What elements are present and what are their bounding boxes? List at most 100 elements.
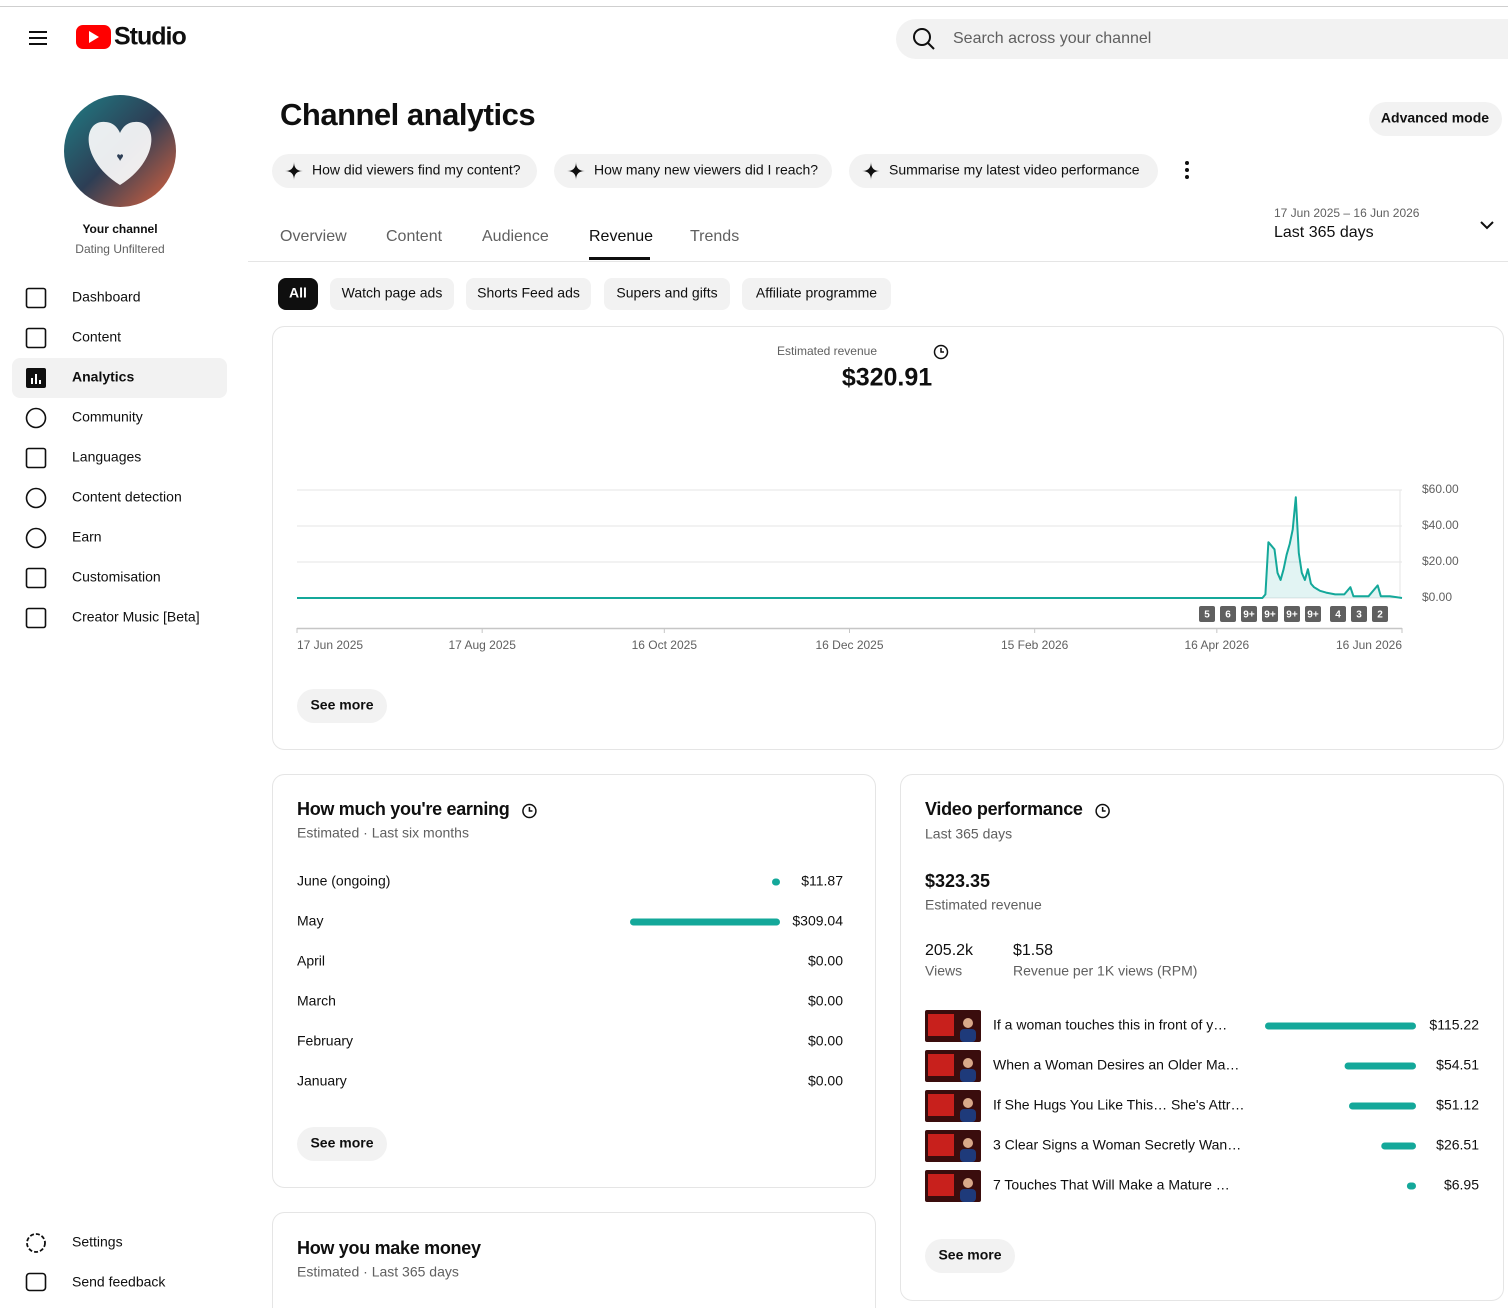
bar-label: If a woman touches this in front of y…	[993, 1017, 1227, 1033]
channel-name: Dating Unfiltered	[75, 242, 164, 256]
nav-icon-bar	[35, 374, 37, 384]
bar-row[interactable]: If She Hugs You Like This… She's Attr… $5…	[925, 1090, 1479, 1122]
thumbnail-text	[928, 1174, 954, 1196]
y-tick-label: $0.00	[1422, 590, 1452, 604]
see-more-button[interactable]: See more	[297, 1127, 387, 1161]
annotation-bg	[1199, 606, 1215, 622]
prompt-chip[interactable]: Summarise my latest video performance	[849, 154, 1158, 188]
annotation-label: 3	[1356, 610, 1362, 621]
thumbnail-person-body	[960, 1109, 976, 1122]
y-tick-label: $60.00	[1422, 482, 1459, 496]
annotation-label: 2	[1377, 610, 1383, 621]
bar-row[interactable]: 7 Touches That Will Make a Mature … $6.95	[925, 1170, 1479, 1202]
annotation-badge[interactable]: 5	[1199, 606, 1215, 622]
date-picker[interactable]: 17 Jun 2025 – 16 Jun 2026 Last 365 days	[1274, 206, 1494, 241]
nav-icon	[25, 567, 47, 589]
tab[interactable]: Overview	[280, 228, 347, 245]
tab-label: Overview	[280, 228, 347, 245]
bar-row: April $0.00	[297, 953, 843, 969]
filter-chip[interactable]: Watch page ads	[330, 278, 454, 310]
bar	[1406, 1182, 1416, 1190]
nav-item[interactable]: Languages	[25, 447, 142, 469]
search-box[interactable]: Search across your channel	[896, 19, 1508, 59]
filter-chip[interactable]: All	[278, 278, 318, 310]
annotation-badge[interactable]: 3	[1351, 606, 1367, 622]
bar-row[interactable]: 3 Clear Signs a Woman Secretly Wan… $26.5…	[925, 1130, 1479, 1162]
annotation-badge[interactable]: 9+	[1262, 606, 1278, 622]
avatar-mark: ♥	[116, 150, 123, 164]
nav-icon	[25, 327, 47, 349]
line-series	[297, 496, 1403, 599]
annotation-bg	[1305, 606, 1321, 622]
nav-item[interactable]: Settings	[26, 1233, 123, 1253]
nav-icon	[25, 607, 47, 629]
channel-label: Your channel	[82, 222, 157, 236]
prompt-label: Summarise my latest video performance	[889, 162, 1140, 178]
tab-label: Trends	[690, 228, 739, 245]
sparkle-icon	[285, 162, 303, 180]
nav-item[interactable]: Earn	[25, 527, 102, 549]
see-more-button[interactable]: See more	[925, 1239, 1015, 1273]
info-icon[interactable]	[1095, 803, 1110, 819]
tab-label: Audience	[482, 228, 549, 245]
sparkle-icon	[567, 162, 585, 180]
prompt-label: How many new viewers did I reach?	[594, 162, 818, 178]
nav-icon	[25, 407, 47, 429]
info-icon-hands	[940, 348, 944, 353]
nav-label: Community	[72, 409, 143, 425]
annotation-label: 9+	[1264, 610, 1276, 621]
annotation-badge[interactable]: 9+	[1305, 606, 1321, 622]
video-total: $323.35	[925, 871, 990, 891]
tab[interactable]: Trends	[690, 228, 739, 245]
nav-item[interactable]: Creator Music [Beta]	[25, 607, 200, 629]
tab[interactable]: Content	[386, 228, 443, 245]
line-area	[297, 497, 1402, 598]
chart-total: $320.91	[842, 364, 932, 392]
nav-item[interactable]: Dashboard	[25, 287, 141, 309]
filter-chip[interactable]: Supers and gifts	[604, 278, 730, 310]
annotation-badge[interactable]: 6	[1220, 606, 1236, 622]
bar-label: 3 Clear Signs a Woman Secretly Wan…	[993, 1137, 1241, 1153]
channel-avatar[interactable]: ♥	[64, 95, 176, 207]
nav-label: Dashboard	[72, 289, 141, 305]
annotation-label: 5	[1204, 610, 1210, 621]
more-button[interactable]	[1185, 161, 1189, 179]
annotation-badge[interactable]: 9+	[1241, 606, 1257, 622]
info-icon[interactable]	[522, 803, 537, 819]
bar	[1265, 1022, 1416, 1030]
nav-item[interactable]: Analytics	[12, 358, 227, 398]
advanced-mode-button[interactable]: Advanced mode	[1369, 102, 1502, 136]
nav-item[interactable]: Content detection	[25, 487, 182, 509]
money-card-subtitle: Estimated · Last 365 days	[297, 1264, 459, 1280]
bar-row[interactable]: When a Woman Desires an Older Ma… $54.51	[925, 1050, 1479, 1082]
annotation-badge[interactable]: 9+	[1284, 606, 1300, 622]
nav-item[interactable]: Content	[25, 327, 122, 349]
nav-icon	[25, 447, 47, 469]
bar-label: April	[297, 953, 325, 969]
thumbnail-text	[928, 1134, 954, 1156]
revenue-card	[272, 326, 1504, 750]
prompt-chip[interactable]: How many new viewers did I reach?	[554, 154, 832, 188]
money-card-title: How you make money	[297, 1238, 481, 1258]
nav-item[interactable]: Send feedback	[25, 1272, 167, 1292]
prompt-chip[interactable]: How did viewers find my content?	[272, 154, 537, 188]
tab[interactable]: Revenue	[589, 228, 653, 260]
tab[interactable]: Audience	[482, 228, 549, 245]
page-title: Channel analytics	[280, 97, 535, 132]
filter-chip[interactable]: Affiliate programme	[742, 278, 891, 310]
annotation-badge[interactable]: 4	[1330, 606, 1346, 622]
x-tick-label: 15 Feb 2026	[1001, 638, 1069, 652]
see-more-button[interactable]: See more	[297, 689, 387, 723]
nav-item[interactable]: Customisation	[25, 567, 161, 589]
annotation-badge[interactable]: 2	[1372, 606, 1388, 622]
menu-button[interactable]	[29, 31, 47, 45]
bar-row[interactable]: If a woman touches this in front of y… $1…	[925, 1010, 1479, 1042]
filter-chip[interactable]: Shorts Feed ads	[466, 278, 591, 310]
bar-label: If She Hugs You Like This… She's Attr…	[993, 1097, 1244, 1113]
date-period: Last 365 days	[1274, 224, 1374, 241]
info-icon[interactable]	[933, 344, 949, 360]
logo[interactable]: Studio	[76, 23, 187, 51]
nav-label: Content	[72, 329, 121, 345]
bar	[772, 878, 780, 886]
nav-item[interactable]: Community	[25, 407, 143, 429]
